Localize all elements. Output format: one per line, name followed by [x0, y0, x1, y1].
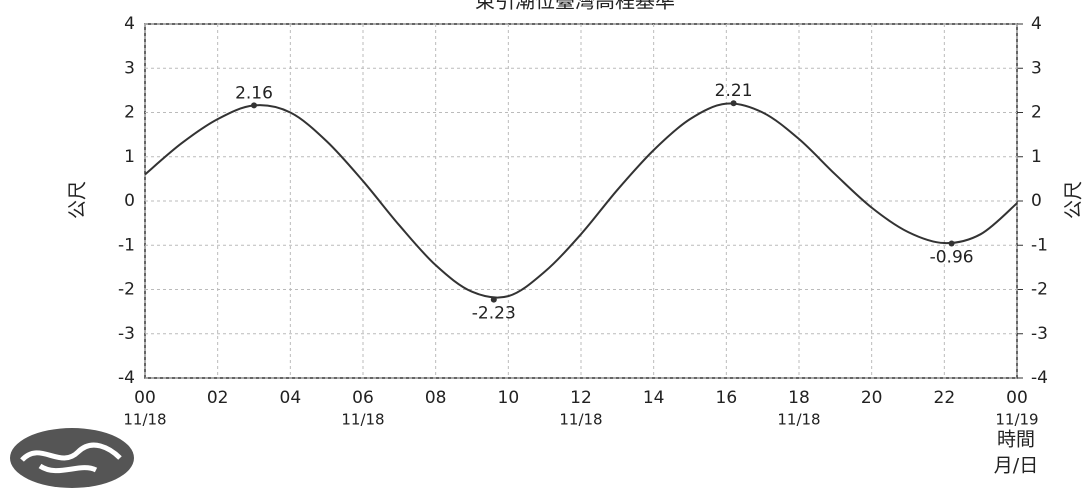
extreme-label: 2.16	[235, 83, 273, 103]
y2-tick-label: -2	[1031, 280, 1048, 300]
y2-tick-label: 4	[1031, 14, 1042, 34]
x-tick-label: 16	[716, 388, 738, 408]
x-tick-label: 18	[788, 388, 810, 408]
y2-tick-label: 2	[1031, 103, 1042, 123]
extreme-label: 2.21	[715, 81, 753, 101]
extreme-point	[730, 100, 737, 107]
x-date-label: 11/18	[559, 411, 602, 429]
y-axis-label: 公尺	[67, 181, 89, 219]
x-axis-label: 時間	[997, 429, 1035, 451]
y2-tick-label: -1	[1031, 235, 1048, 255]
x-date-label: 11/18	[777, 411, 820, 429]
y-tick-label: -4	[118, 368, 135, 388]
x-date-label: 11/18	[123, 411, 166, 429]
y2-tick-label: 1	[1031, 147, 1042, 167]
x-tick-label: 12	[570, 388, 592, 408]
x-tick-label: 20	[861, 388, 883, 408]
y2-tick-label: 3	[1031, 58, 1042, 78]
x-tick-label: 08	[425, 388, 447, 408]
extreme-point	[251, 102, 257, 109]
extreme-label: -0.96	[930, 247, 974, 267]
y2-axis-label: 公尺	[1063, 181, 1085, 219]
y-tick-label: 1	[124, 147, 135, 167]
x-tick-label: 04	[280, 388, 302, 408]
y-tick-label: -1	[118, 235, 135, 255]
y2-tick-label: -4	[1031, 368, 1048, 388]
tide-line	[144, 102, 1018, 299]
y-tick-label: 3	[124, 58, 135, 78]
y-tick-label: 4	[124, 14, 135, 34]
extreme-label: -2.23	[472, 304, 516, 324]
x-tick-label: 02	[207, 388, 229, 408]
x-tick-label: 22	[934, 388, 956, 408]
y-tick-label: 0	[124, 191, 135, 211]
y-tick-label: 2	[124, 103, 135, 123]
x-tick-label: 00	[1006, 388, 1028, 408]
x-tick-label: 06	[352, 388, 374, 408]
y2-tick-label: 0	[1031, 191, 1042, 211]
logo	[10, 428, 134, 488]
chart-title: 東引潮位臺灣高程基準	[475, 0, 675, 13]
y-tick-label: -3	[118, 324, 135, 344]
x-date-label: 11/18	[341, 411, 384, 429]
x-tick-label: 00	[134, 388, 156, 408]
y-tick-label: -2	[118, 280, 135, 300]
x-date-label: 11/19	[995, 411, 1038, 429]
x-tick-label: 10	[498, 388, 520, 408]
extreme-point	[490, 296, 497, 303]
x-tick-label: 14	[643, 388, 665, 408]
x-axis-label-2: 月/日	[994, 455, 1038, 477]
y2-tick-label: -3	[1031, 324, 1048, 344]
extreme-point	[948, 240, 955, 247]
